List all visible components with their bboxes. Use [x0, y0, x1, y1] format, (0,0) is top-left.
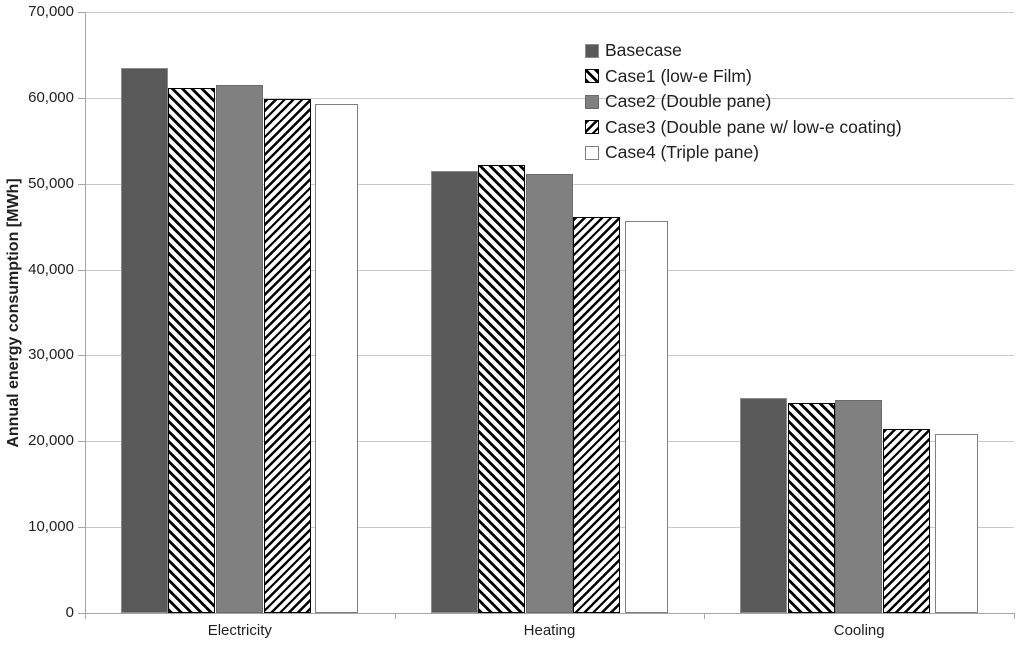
y-tick [78, 269, 85, 271]
legend-label-basecase: Basecase [605, 40, 682, 61]
bar-case3-cooling [883, 429, 930, 613]
legend-marker-case3 [585, 120, 599, 135]
bar-case1-electricity [168, 88, 216, 613]
y-tick [78, 613, 85, 614]
x-axis-label-heating: Heating [523, 622, 576, 639]
bar-case4-electricity [315, 103, 359, 613]
bar-case2-heating [525, 174, 573, 613]
legend-item-case2: Case2 (Double pane) [585, 89, 902, 115]
legend-marker-case4 [585, 145, 599, 160]
bar-case4-cooling [934, 433, 978, 613]
legend-marker-basecase [585, 43, 599, 58]
legend-marker-case2 [585, 94, 599, 109]
y-tick-label: 30,000 [28, 346, 74, 364]
y-tick-label: 20,000 [28, 432, 74, 450]
legend-item-basecase: Basecase [585, 38, 902, 64]
y-tick [78, 97, 85, 99]
legend-label-case3: Case3 (Double pane w/ low-e coating) [605, 116, 902, 137]
legend-marker-case1 [585, 69, 599, 84]
x-axis-label-cooling: Cooling [833, 622, 885, 639]
y-tick-label: 70,000 [28, 3, 74, 20]
x-tick [704, 613, 706, 619]
y-tick [78, 12, 85, 13]
bar-basecase-heating [430, 170, 478, 613]
y-tick-label: 50,000 [28, 174, 74, 192]
gridline-60000 [85, 97, 1014, 99]
legend: Basecase Case1 (low-e Film) Case2 (Double … [585, 38, 902, 166]
legend-label-case2: Case2 (Double pane) [605, 91, 772, 112]
y-tick [78, 183, 85, 185]
y-tick-label: 0 [65, 604, 74, 621]
y-tick-label: 60,000 [28, 88, 74, 106]
legend-item-case1: Case1 (low-e Film) [585, 64, 902, 90]
y-tick-label: 10,000 [28, 518, 74, 536]
legend-label-case4: Case4 (Triple pane) [605, 142, 760, 163]
y-axis-line [85, 12, 86, 613]
legend-label-case1: Case1 (low-e Film) [605, 65, 752, 86]
bar-case3-heating [573, 217, 621, 613]
y-axis-title: Annual energy consumption [MWh] [5, 178, 22, 448]
x-axis-line [85, 613, 1015, 614]
legend-item-case3: Case3 (Double pane w/ low-e coating) [585, 115, 902, 141]
y-tick-label: 40,000 [28, 260, 74, 278]
bar-case4-heating [624, 220, 668, 613]
bar-basecase-electricity [120, 67, 168, 613]
bar-basecase-cooling [740, 397, 788, 613]
y-tick [78, 441, 85, 443]
gridline-70000 [85, 12, 1014, 13]
x-tick [85, 613, 86, 619]
x-tick [1014, 613, 1015, 619]
bar-case1-cooling [787, 402, 835, 613]
bar-case2-cooling [835, 400, 883, 613]
bar-case2-electricity [216, 85, 263, 613]
bar-case1-heating [478, 164, 526, 613]
y-tick [78, 355, 85, 357]
legend-item-case4: Case4 (Triple pane) [585, 140, 902, 166]
bar-case3-electricity [263, 98, 311, 613]
x-axis-label-electricity: Electricity [207, 622, 272, 639]
x-tick [394, 613, 396, 619]
y-tick [78, 527, 85, 529]
